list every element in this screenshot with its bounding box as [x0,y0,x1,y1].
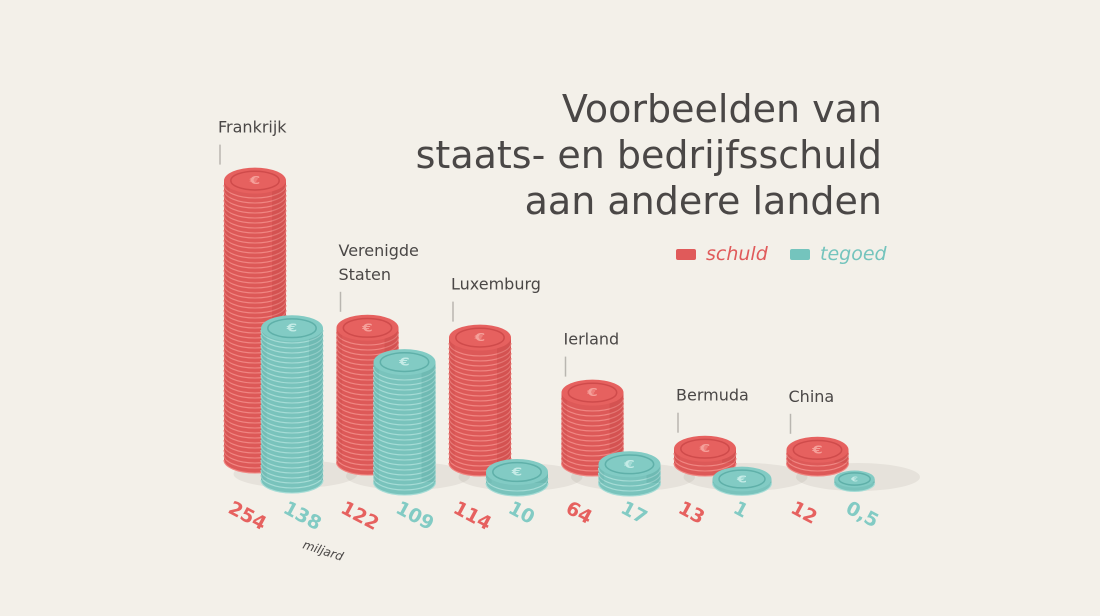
value-label-tegoed-4: 1 [730,497,752,523]
value-label-tegoed-0: 138 [280,497,325,535]
euro-icon: € [586,387,598,399]
unit-label: miljard [301,538,345,564]
category-label-1: Staten [339,265,392,284]
chart-title-line-1: Voorbeelden van [561,87,882,131]
legend-swatch-tegoed [790,248,810,260]
bar-tegoed-5: € [833,470,876,492]
bar-tegoed-2: € [485,459,549,497]
value-label-schuld-1: 122 [337,497,382,535]
value-label-tegoed-5: 0,5 [842,497,882,532]
category-label-1: Verenigde [339,241,419,260]
legend-item-schuld: schuld [676,242,768,266]
category-label-3: Ierland [564,330,620,349]
category-label-5: China [789,387,835,406]
euro-icon: € [811,444,823,456]
bar-schuld-2: € [448,324,512,477]
legend-item-tegoed: tegoed [790,242,887,266]
euro-icon: € [398,357,410,369]
value-label-schuld-2: 114 [450,497,495,535]
category-label-0: Frankrijk [218,118,287,137]
legend-label-schuld: schuld [706,243,768,265]
value-label-tegoed-2: 10 [505,497,539,529]
bar-schuld-5: € [785,436,850,477]
value-label-schuld-5: 12 [787,497,821,529]
bar-tegoed-4: € [712,466,772,496]
value-label-tegoed-1: 109 [392,497,437,535]
bar-tegoed-1: € [372,349,437,496]
euro-icon: € [511,467,523,479]
chart-title: Voorbeelden van staats- en bedrijfsschul… [416,86,882,224]
bar-schuld-4: € [673,435,737,477]
chart-title-line-3: aan andere landen [524,179,882,223]
bar-tegoed-0: € [260,315,324,494]
category-label-4: Bermuda [676,386,749,405]
value-label-tegoed-3: 17 [617,497,651,529]
legend-label-tegoed: tegoed [820,243,887,265]
euro-icon: € [249,175,261,187]
euro-icon: € [361,322,373,334]
chart-title-line-2: staats- en bedrijfsschuld [415,133,882,177]
category-label-2: Luxemburg [451,275,541,294]
euro-icon: € [736,473,747,484]
euro-icon: € [699,443,711,455]
value-label-schuld-4: 13 [675,497,709,529]
euro-icon: € [474,332,486,344]
euro-icon: € [286,323,298,335]
bar-tegoed-3: € [597,451,662,497]
legend-swatch-schuld [676,248,696,260]
value-label-schuld-0: 254 [225,497,270,535]
euro-icon: € [850,475,858,483]
euro-icon: € [623,459,635,471]
value-label-schuld-3: 64 [562,497,596,529]
